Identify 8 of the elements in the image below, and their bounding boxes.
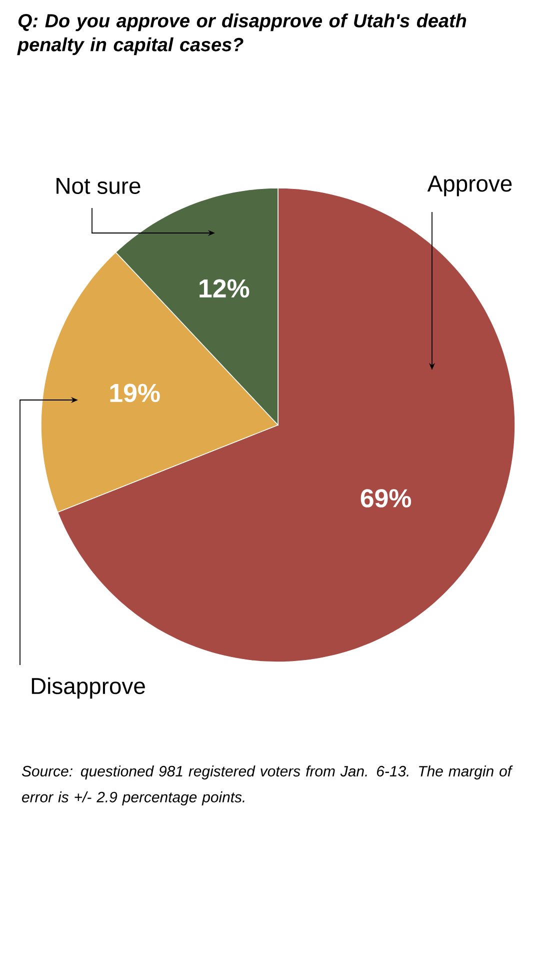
data-label: 12% — [200, 279, 250, 298]
slice-label: Disapprove — [32, 677, 145, 699]
chart-title: Q: Do you approve or disapprove of Utah's death penalty in capital cases? — [17, 14, 466, 56]
data-label: 69% — [360, 489, 412, 508]
source-note: Source: questioned 981 registered voters from Jan. 6-13. The margin of error is +/- 2.9 percentage points. — [22, 766, 513, 806]
slice-label: Not sure — [56, 178, 140, 194]
slice-label: Approve — [427, 176, 512, 196]
data-label: 19% — [110, 384, 160, 402]
